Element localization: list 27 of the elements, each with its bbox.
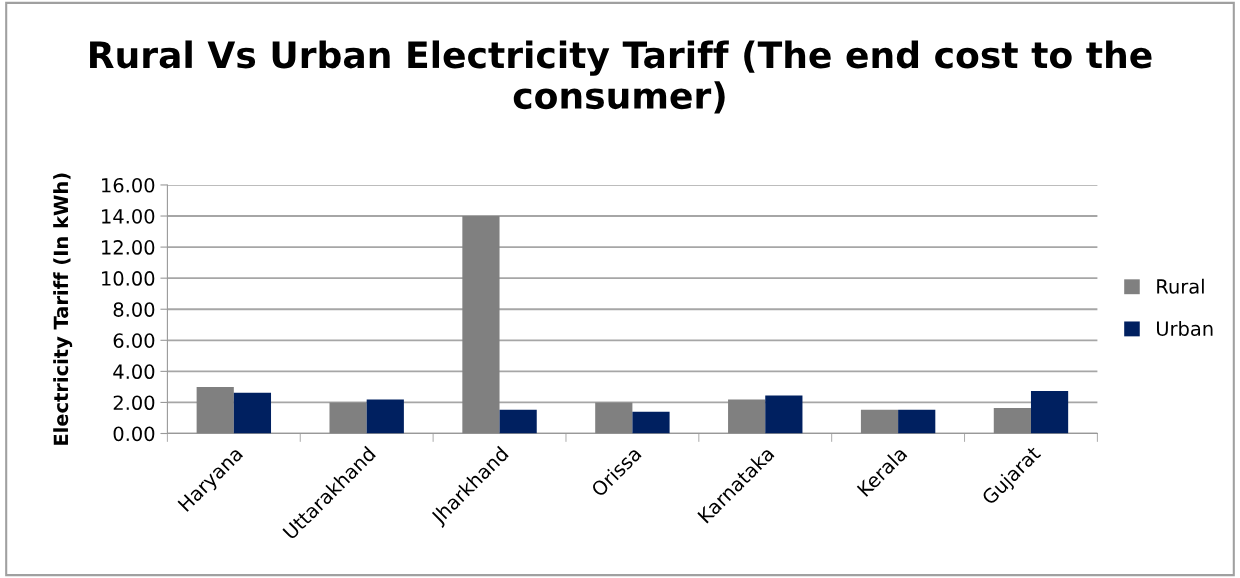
y-tick-label: 10.00 [102,271,155,286]
bar [898,409,936,434]
y-tick-label: 6.00 [113,333,155,348]
y-tick-label: 16.00 [102,177,155,193]
bar [993,408,1031,434]
chart-title: Rural Vs Urban Electricity Tariff (The end cost to the consumer) [90,40,1152,114]
bar [1030,390,1069,434]
y-tick-label: 2.00 [113,395,155,411]
y-tick-label: 0.00 [113,426,155,442]
bar [595,402,633,434]
bar [462,216,500,434]
y-tick-label: 12.00 [102,240,155,255]
bar [366,399,404,434]
y-tick-label: 8.00 [113,302,155,317]
y-tick-label: 4.00 [113,364,155,380]
legend-label: Urban [1157,320,1213,336]
bar [329,402,367,434]
y-tick-label: 14.00 [102,208,155,224]
y-axis-title: Electricity Tariff (In kWh) [53,173,73,445]
bar [860,409,899,434]
bar [765,395,803,434]
bar [632,411,670,434]
bar [499,409,537,434]
bar [196,386,234,434]
legend-label: Rural [1157,278,1204,294]
bar [233,392,272,434]
bar [728,399,766,434]
